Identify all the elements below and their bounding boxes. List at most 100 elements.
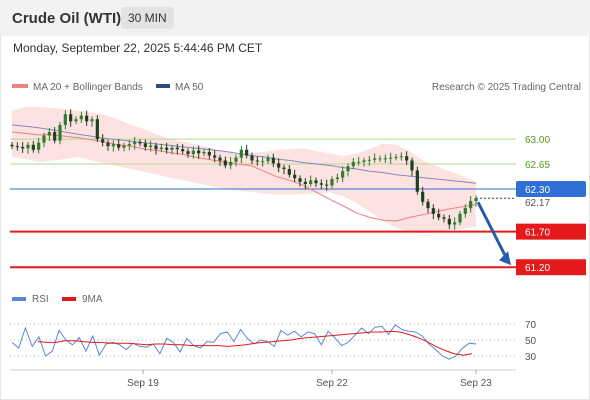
candle-body: [394, 156, 398, 158]
ma50-legend-swatch: [156, 84, 170, 88]
candle-body: [15, 146, 19, 148]
candle-body: [101, 139, 105, 143]
candle-body: [122, 145, 126, 148]
candle-body: [415, 170, 419, 192]
candle-body: [410, 160, 414, 171]
rsi-legend-label: RSI: [32, 294, 49, 305]
pivot-tag: [516, 180, 586, 197]
candle-body: [447, 218, 451, 225]
forecast-arrow-shaft: [476, 201, 509, 260]
candle-body: [319, 183, 323, 185]
candle-body: [21, 146, 25, 149]
header-bar: Crude Oil (WTI) 30 MIN: [0, 0, 590, 36]
candle-body: [53, 132, 57, 141]
candle-body: [191, 150, 195, 155]
candle-body: [186, 151, 190, 155]
candle-body: [309, 180, 313, 184]
candle-body: [389, 157, 393, 159]
candle-body: [74, 119, 78, 122]
candle-body: [165, 147, 169, 150]
candle-body: [159, 147, 163, 150]
candle-body: [85, 115, 89, 122]
candle-body: [383, 158, 387, 160]
support-tag: [516, 259, 586, 276]
candle-body: [218, 157, 222, 161]
candle-body: [133, 141, 137, 145]
candle-body: [266, 157, 270, 162]
timeframe-badge[interactable]: 30 MIN: [121, 7, 174, 29]
moving-averages: [11, 124, 477, 222]
candle-body: [138, 141, 142, 144]
candle-body: [117, 144, 121, 148]
bollinger-bands: [12, 107, 476, 234]
rsi-legend-swatch: [12, 297, 26, 301]
candle-body: [287, 169, 291, 175]
candle-body: [378, 158, 382, 160]
candle-body: [303, 181, 307, 184]
candle-body: [250, 155, 254, 161]
resistance-label: 62.65: [525, 160, 550, 171]
candle-body: [58, 124, 62, 141]
candles: [10, 109, 478, 230]
price-tags: 63.00 62.65 62.30 61.70 61.20 62.17: [516, 135, 586, 276]
candle-body: [314, 180, 318, 184]
candle-body: [325, 184, 329, 186]
candle-body: [351, 161, 355, 167]
candle-body: [181, 149, 185, 152]
candle-body: [197, 150, 201, 154]
candle-body: [362, 160, 366, 162]
candle-body: [26, 144, 30, 149]
candle-body: [69, 114, 73, 122]
rsi-ma-legend-label: 9MA: [82, 294, 103, 305]
candle-body: [341, 171, 345, 178]
bollinger-band-area: [12, 107, 476, 234]
candle-body: [37, 142, 41, 150]
candle-body: [143, 143, 147, 147]
candle-body: [95, 119, 99, 140]
candle-body: [277, 163, 281, 168]
candle-body: [42, 135, 46, 143]
x-axis-ticks: Sep 19 Sep 22 Sep 23: [127, 370, 492, 389]
candle-body: [234, 157, 238, 162]
candle-body: [330, 178, 334, 186]
candle-body: [213, 155, 217, 158]
candle-body: [47, 132, 51, 136]
candle-body: [207, 151, 211, 156]
ma20-legend-label: MA 20 + Bollinger Bands: [33, 82, 143, 93]
rsi-tick-label: 70: [525, 320, 537, 331]
candle-body: [463, 208, 467, 214]
ma20-legend-swatch: [12, 84, 28, 88]
rsi-line: [11, 324, 477, 360]
candle-body: [431, 208, 435, 214]
candle-body: [442, 217, 446, 219]
candle-body: [10, 144, 14, 147]
candle-body: [79, 115, 83, 120]
candle-body: [357, 161, 361, 163]
candle-body: [255, 160, 259, 162]
candle-body: [335, 177, 339, 179]
candle-body: [223, 160, 227, 166]
candle-body: [229, 161, 233, 166]
candle-body: [127, 144, 131, 146]
candle-body: [239, 149, 243, 158]
timestamp: Monday, September 22, 2025 5:44:46 PM CE…: [13, 41, 263, 55]
candle-body: [175, 147, 179, 150]
candle-body: [106, 142, 110, 147]
x-tick-label: Sep 23: [460, 378, 492, 389]
candle-body: [90, 119, 94, 122]
ma20-line: [11, 131, 477, 222]
candle-body: [271, 157, 275, 164]
credit-label: Research © 2025 Trading Central: [432, 82, 581, 93]
instrument-title: Crude Oil (WTI): [12, 10, 122, 27]
candle-body: [149, 145, 153, 147]
candle-body: [111, 144, 115, 147]
support-tag: [516, 223, 586, 240]
candle-body: [421, 191, 425, 202]
rsi-ma-line: [37, 330, 473, 356]
rsi-tick-label: 50: [525, 336, 537, 347]
current-price-label: 62.17: [525, 198, 550, 209]
candle-body: [373, 158, 377, 160]
candle-body: [293, 174, 297, 179]
x-tick-label: Sep 22: [316, 378, 348, 389]
candle-body: [399, 156, 403, 158]
